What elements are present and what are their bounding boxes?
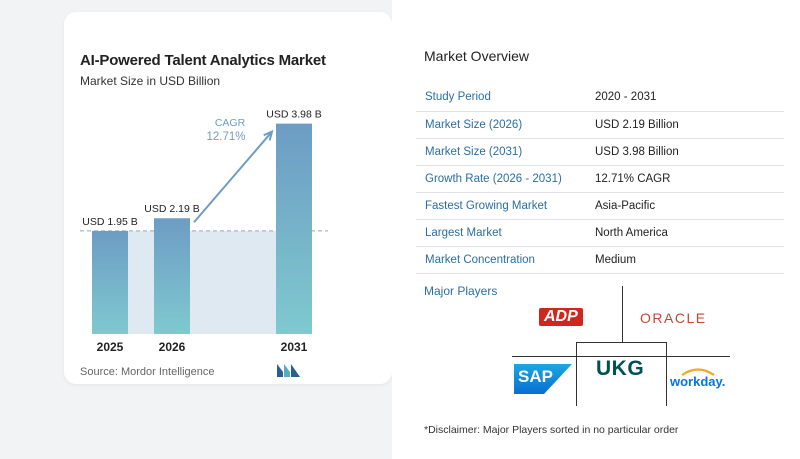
overview-row: Largest Market North America [416, 219, 784, 247]
overview-row: Market Concentration Medium [416, 246, 784, 274]
overview-value: USD 2.19 Billion [586, 111, 784, 139]
players-divider [576, 342, 577, 406]
players-divider [512, 356, 730, 357]
chart-subtitle: Market Size in USD Billion [80, 74, 221, 88]
sap-logo-icon [514, 364, 572, 394]
players-divider [576, 342, 666, 343]
adp-logo-text: ADP [544, 308, 578, 325]
workday-logo: workday. [668, 366, 726, 394]
bar-2026 [154, 218, 190, 334]
overview-key: Market Size (2031) [416, 138, 586, 166]
overview-row: Fastest Growing Market Asia-Pacific [416, 192, 784, 220]
mordor-intelligence-logo-icon [277, 364, 300, 377]
workday-arc-icon [681, 368, 715, 376]
bar-2025 [92, 230, 128, 334]
overview-value: 2020 - 2031 [586, 84, 784, 112]
cagr-value: 12.71% [206, 131, 245, 143]
overview-row: Market Size (2031) USD 3.98 Billion [416, 138, 784, 166]
source-note: Source: Mordor Intelligence [80, 366, 215, 378]
overview-row: Growth Rate (2026 - 2031) 12.71% CAGR [416, 165, 784, 193]
workday-logo-text: workday. [670, 374, 726, 389]
overview-value: USD 3.98 Billion [586, 138, 784, 166]
cagr-arrow-line [193, 130, 273, 223]
overview-value: North America [586, 219, 784, 247]
bar-data-label: USD 1.95 B [82, 216, 137, 228]
overview-row: Study Period 2020 - 2031 [416, 84, 784, 112]
overview-key: Largest Market [416, 219, 586, 247]
overview-value: Medium [586, 246, 784, 274]
sap-logo: SAP [514, 364, 572, 394]
x-tick-label: 2031 [281, 340, 308, 354]
overview-key: Market Size (2026) [416, 111, 586, 139]
overview-title: Market Overview [424, 48, 530, 64]
adp-logo-icon [539, 308, 583, 326]
disclaimer: *Disclaimer: Major Players sorted in no … [424, 424, 679, 436]
bar-data-label: USD 3.98 B [266, 109, 321, 121]
overview-value: Asia-Pacific [586, 192, 784, 220]
overview-value: 12.71% CAGR [586, 165, 784, 193]
overview-key: Study Period [416, 84, 586, 112]
bar-2031 [276, 123, 312, 334]
x-tick-label: 2026 [159, 340, 186, 354]
chart-title: AI-Powered Talent Analytics Market [80, 52, 326, 69]
x-tick-label: 2025 [97, 340, 124, 354]
major-players-title: Major Players [424, 284, 498, 298]
overview-row: Market Size (2026) USD 2.19 Billion [416, 111, 784, 139]
overview-table: Study Period 2020 - 2031 Market Size (2026… [416, 84, 784, 274]
cagr-label: CAGR [215, 117, 246, 129]
adp-logo: ADP [538, 306, 584, 328]
players-divider [622, 286, 623, 342]
overview-key: Growth Rate (2026 - 2031) [416, 165, 586, 193]
ukg-logo: UKG [596, 357, 645, 380]
cagr-arrow-head-icon [263, 129, 274, 141]
bar-data-label: USD 2.19 B [144, 203, 199, 215]
sap-logo-text: SAP [518, 367, 553, 386]
overview-key: Fastest Growing Market [416, 192, 586, 220]
players-divider [666, 342, 667, 406]
oracle-logo: ORACLE [640, 310, 707, 326]
overview-key: Market Concentration [416, 246, 586, 274]
baseline-shade [92, 230, 312, 334]
